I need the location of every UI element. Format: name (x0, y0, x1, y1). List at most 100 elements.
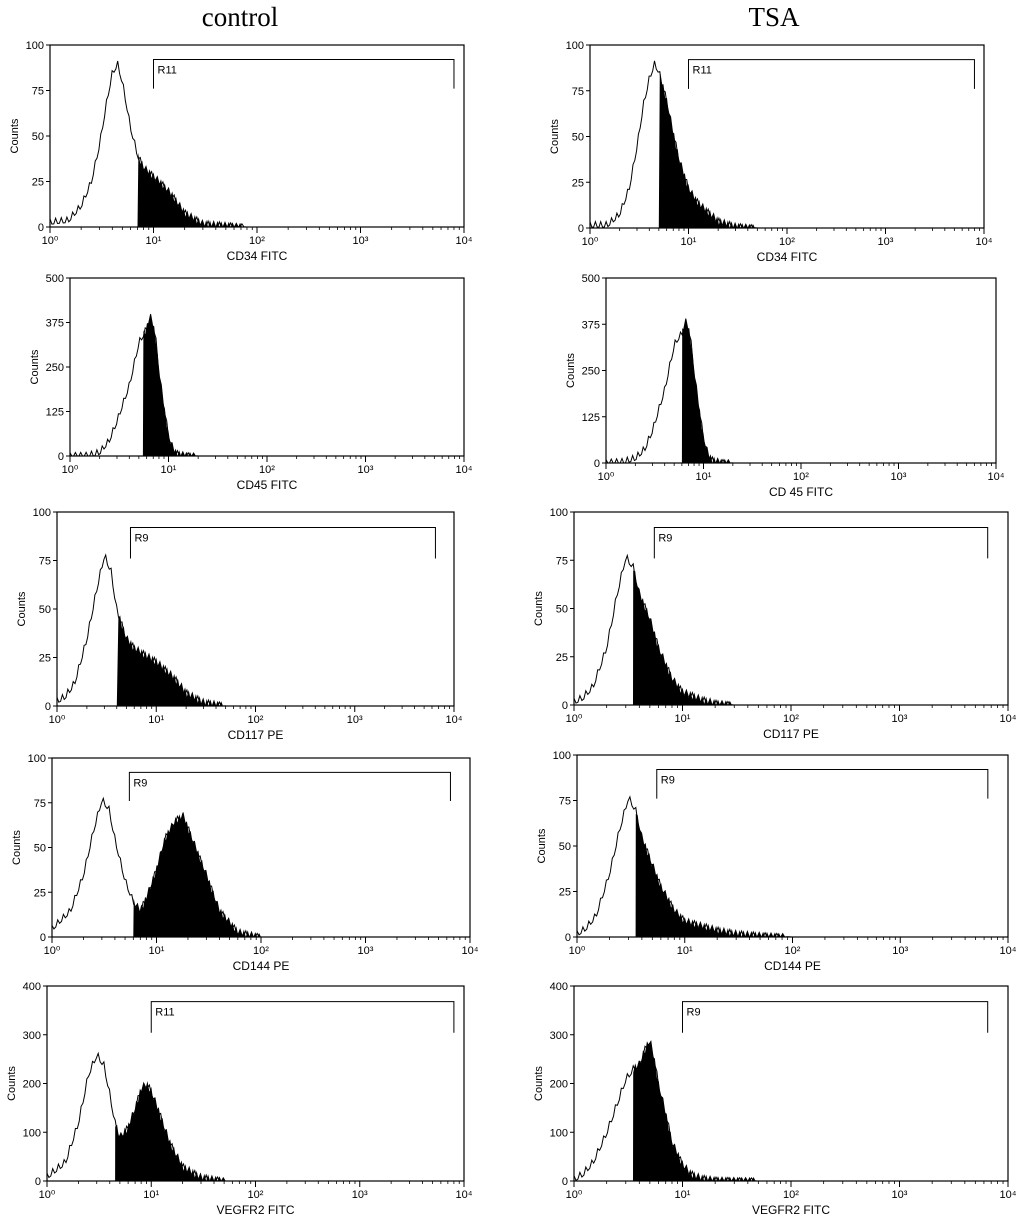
plot-frame-8 (46, 985, 465, 1182)
y-tick-label-5-0: 0 (562, 700, 568, 712)
histogram-panel-3: 0 125 250 375 500 10⁰ 10¹ 10² 10³ 10⁴ CD 45 FITC Co… (565, 273, 1005, 499)
y-axis-label-1: Counts (549, 119, 561, 154)
y-tick-label-6-0: 0 (40, 932, 46, 944)
y-tick-label-8-4: 400 (23, 981, 41, 993)
x-axis-label-8: VEGFR2 FITC (216, 1203, 294, 1217)
y-axis-label-4: Counts (16, 591, 28, 626)
x-axis-label-3: CD 45 FITC (769, 485, 833, 499)
x-tick-label-4-3: 10³ (347, 714, 363, 726)
y-tick-label-1-4: 100 (566, 40, 584, 52)
x-tick-label-3-4: 10⁴ (988, 471, 1005, 483)
column-title-control: control (201, 2, 279, 32)
histogram-fill-9 (633, 1040, 1008, 1181)
x-tick-label-9-0: 10⁰ (566, 1189, 583, 1201)
histogram-line-4 (56, 553, 454, 707)
y-tick-label-9-4: 400 (550, 981, 568, 993)
histogram-panel-7: 0 25 50 75 100 10⁰ 10¹ 10² 10³ 10⁴ CD144 PE Counts R… (536, 750, 1017, 973)
histogram-line-0 (49, 60, 464, 228)
gate-marker-1 (688, 59, 975, 89)
column-title-tsa: TSA (748, 2, 800, 32)
y-tick-label-3-1: 125 (582, 412, 600, 424)
y-tick-label-6-2: 50 (34, 843, 46, 855)
x-tick-label-4-0: 10⁰ (49, 714, 66, 726)
plot-frame-3 (605, 277, 997, 464)
histogram-line-8 (46, 1051, 464, 1182)
y-axis-label-8: Counts (6, 1066, 18, 1101)
gate-marker-4 (129, 527, 436, 559)
x-tick-label-5-3: 10³ (892, 713, 908, 725)
histogram-panel-6: 0 25 50 75 100 10⁰ 10¹ 10² 10³ 10⁴ CD144 PE Counts R… (11, 753, 479, 973)
x-axis-label-7: CD144 PE (764, 959, 821, 973)
histogram-line-6 (51, 796, 470, 938)
x-tick-label-7-0: 10⁰ (569, 945, 586, 957)
histogram-fill-1 (658, 70, 984, 228)
gate-label-7: R9 (661, 775, 675, 787)
x-tick-label-2-4: 10⁴ (456, 464, 473, 476)
gate-label-8: R11 (155, 1007, 174, 1019)
y-tick-label-9-1: 100 (550, 1127, 568, 1139)
gate-marker-5 (653, 526, 989, 559)
gate-label-0: R11 (158, 65, 177, 77)
x-tick-label-2-2: 10² (259, 464, 275, 476)
gate-label-1: R11 (693, 65, 712, 77)
plot-frame-1 (589, 44, 985, 229)
histogram-panel-5: 0 25 50 75 100 10⁰ 10¹ 10² 10³ 10⁴ CD117 PE Counts R… (533, 507, 1017, 741)
x-tick-label-6-3: 10³ (358, 945, 374, 957)
gate-label-4: R9 (134, 533, 148, 545)
y-tick-label-7-3: 75 (559, 796, 571, 808)
x-tick-label-7-2: 10² (785, 945, 801, 957)
y-tick-label-1-2: 50 (572, 132, 584, 144)
gate-label-5: R9 (658, 532, 672, 544)
gate-label-9: R9 (687, 1007, 701, 1019)
x-tick-label-1-3: 10³ (878, 236, 894, 248)
x-tick-label-1-0: 10⁰ (582, 236, 599, 248)
x-tick-label-8-3: 10³ (352, 1189, 368, 1201)
y-axis-label-0: Counts (9, 118, 21, 153)
y-tick-label-1-3: 75 (572, 86, 584, 98)
y-tick-label-5-3: 75 (556, 555, 568, 567)
x-tick-label-2-0: 10⁰ (62, 464, 79, 476)
x-axis-label-4: CD117 PE (228, 728, 284, 742)
x-tick-label-2-3: 10³ (358, 464, 374, 476)
plot-frame-2 (69, 277, 465, 457)
x-tick-label-5-4: 10⁴ (1000, 713, 1017, 725)
histogram-panel-1: 0 25 50 75 100 10⁰ 10¹ 10² 10³ 10⁴ CD34 FITC Counts… (549, 40, 993, 264)
x-tick-label-4-2: 10² (248, 714, 264, 726)
y-tick-label-6-1: 25 (34, 887, 46, 899)
x-tick-label-9-1: 10¹ (675, 1189, 691, 1201)
x-tick-label-8-1: 10¹ (143, 1189, 159, 1201)
y-tick-label-7-1: 25 (559, 887, 571, 899)
y-tick-label-5-2: 50 (556, 604, 568, 616)
y-axis-label-6: Counts (11, 830, 23, 865)
y-tick-label-2-2: 250 (46, 362, 64, 374)
histogram-fill-0 (137, 152, 464, 227)
x-tick-label-6-1: 10¹ (149, 945, 165, 957)
x-axis-label-0: CD34 FITC (227, 249, 288, 263)
x-tick-label-7-1: 10¹ (677, 945, 693, 957)
y-tick-label-6-4: 100 (28, 753, 46, 765)
y-tick-label-3-3: 375 (582, 319, 600, 331)
y-tick-label-8-3: 300 (23, 1030, 41, 1042)
x-tick-label-9-2: 10² (783, 1189, 799, 1201)
y-tick-label-4-0: 0 (45, 701, 51, 713)
histogram-fill-6 (133, 811, 471, 937)
y-tick-label-8-0: 0 (35, 1176, 41, 1188)
y-axis-label-9: Counts (533, 1066, 545, 1101)
x-tick-label-8-0: 10⁰ (39, 1189, 56, 1201)
x-tick-label-6-2: 10² (253, 945, 269, 957)
y-tick-label-4-4: 100 (33, 507, 51, 519)
plot-frame-6 (51, 757, 471, 938)
y-tick-label-7-4: 100 (553, 750, 571, 762)
y-tick-label-9-2: 200 (550, 1079, 568, 1091)
y-tick-label-1-0: 0 (578, 223, 584, 235)
y-tick-label-5-1: 25 (556, 652, 568, 664)
x-tick-label-0-1: 10¹ (146, 235, 162, 247)
gate-marker-7 (656, 769, 989, 799)
x-tick-label-0-2: 10² (249, 235, 265, 247)
y-tick-label-2-0: 0 (58, 451, 64, 463)
y-tick-label-3-4: 500 (582, 273, 600, 285)
histogram-line-2 (69, 314, 464, 457)
x-tick-label-2-1: 10¹ (161, 464, 177, 476)
y-tick-label-2-4: 500 (46, 273, 64, 285)
